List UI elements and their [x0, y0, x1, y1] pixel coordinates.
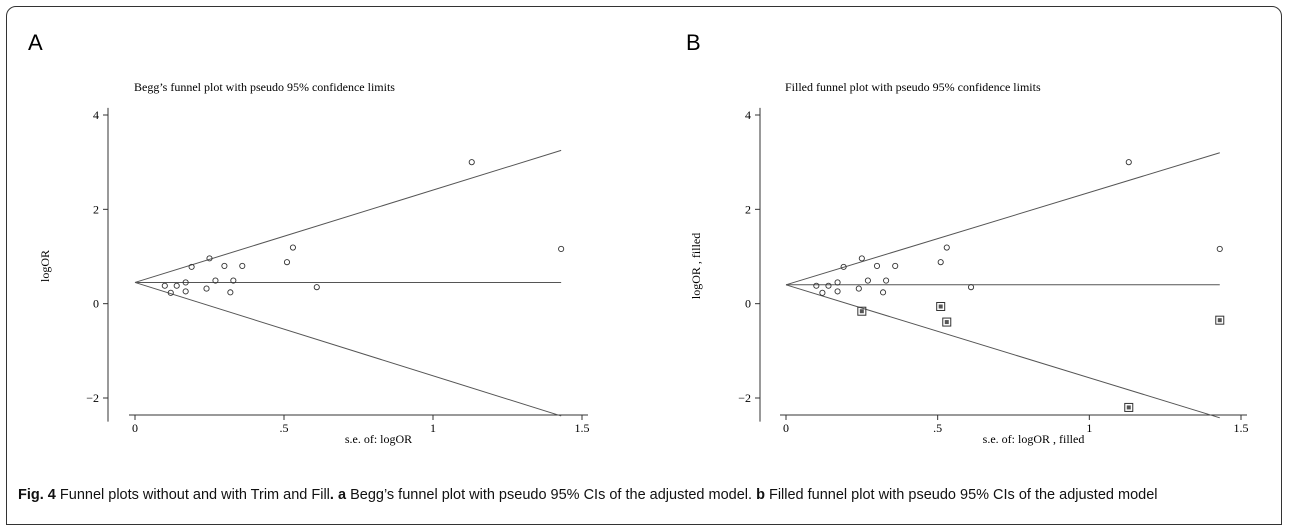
study-point	[239, 262, 246, 269]
y-tick-label: 0	[93, 297, 99, 311]
study-point	[283, 259, 291, 266]
x-tick-label: .5	[933, 421, 942, 435]
filled-study-marker	[936, 301, 946, 311]
study-point	[182, 288, 189, 295]
filled-study-marker	[1215, 315, 1225, 325]
study-point	[203, 285, 210, 292]
figure-caption: Fig. 4 Funnel plots without and with Tri…	[18, 487, 1158, 503]
study-point	[880, 289, 887, 296]
study-point	[819, 289, 826, 296]
x-tick-label: .5	[280, 421, 289, 435]
study-point	[468, 159, 475, 166]
filled-study-marker	[857, 306, 867, 316]
y-tick-label: 4	[93, 108, 99, 122]
upper-confidence-limit	[785, 152, 1220, 286]
y-tick-label: −2	[738, 391, 751, 405]
caption-b-label: b	[756, 487, 765, 503]
study-point	[227, 289, 234, 296]
y-tick-label: −2	[86, 391, 99, 405]
study-point	[173, 282, 180, 289]
study-point	[834, 288, 841, 295]
plot-title: Filled funnel plot with pseudo 95% confi…	[785, 80, 1041, 94]
caption-a-label: a	[337, 487, 347, 503]
study-point	[858, 255, 865, 262]
lower-confidence-limit	[785, 284, 1220, 419]
study-point	[161, 282, 168, 289]
study-point	[558, 245, 565, 253]
study-point	[167, 289, 174, 296]
study-point	[1216, 245, 1223, 253]
caption-title: Funnel plots without and with Trim and F…	[59, 487, 330, 503]
study-point	[1125, 159, 1132, 166]
filled-study-point	[944, 320, 949, 325]
study-point	[840, 263, 847, 270]
study-point	[937, 259, 944, 266]
filled-study-point	[1217, 318, 1222, 323]
x-tick-label: 1	[430, 421, 436, 435]
study-point	[221, 262, 228, 269]
filled-study-point	[938, 304, 943, 309]
study-point	[855, 285, 862, 292]
study-point	[188, 263, 195, 270]
caption-b-text: Filled funnel plot with pseudo 95% CIs o…	[768, 487, 1158, 503]
y-tick-label: 4	[745, 108, 751, 122]
filled-study-point	[1126, 405, 1131, 410]
study-point	[864, 277, 871, 284]
study-point	[313, 284, 320, 291]
study-point	[230, 277, 237, 284]
x-tick-label: 0	[132, 421, 138, 435]
study-point	[834, 279, 841, 286]
lower-confidence-limit	[134, 281, 562, 417]
y-tick-label: 0	[745, 297, 751, 311]
filled-study-marker	[1124, 402, 1134, 412]
caption-label: Fig. 4	[18, 487, 56, 503]
study-point	[289, 244, 296, 251]
study-point	[206, 255, 213, 262]
x-tick-label: 1.5	[575, 421, 590, 435]
study-point	[182, 279, 189, 286]
figure-frame	[6, 6, 1282, 525]
study-point	[212, 277, 219, 284]
study-point	[967, 284, 975, 291]
filled-study-marker	[942, 317, 952, 327]
study-point	[825, 282, 832, 289]
panel-b-label: B	[686, 30, 701, 55]
study-point	[813, 282, 820, 289]
plot-title: Begg’s funnel plot with pseudo 95% confi…	[134, 80, 395, 94]
study-point	[943, 244, 950, 251]
x-tick-label: 0	[783, 421, 789, 435]
y-axis-label: logOR , filled	[689, 233, 703, 299]
study-point	[873, 262, 881, 269]
caption-a-text: Begg’s funnel plot with pseudo 95% CIs o…	[350, 487, 753, 503]
x-axis-label: s.e. of: logOR , filled	[983, 432, 1085, 446]
panel-a-label: A	[28, 30, 43, 55]
filled-study-point	[859, 309, 864, 314]
y-axis-label: logOR	[38, 250, 52, 282]
upper-confidence-limit	[134, 149, 562, 283]
study-point	[892, 262, 899, 269]
x-tick-label: 1	[1086, 421, 1092, 435]
x-tick-label: 1.5	[1234, 421, 1249, 435]
y-tick-label: 2	[93, 202, 99, 216]
study-point	[883, 277, 890, 284]
y-tick-label: 2	[745, 202, 751, 216]
x-axis-label: s.e. of: logOR	[345, 432, 412, 446]
